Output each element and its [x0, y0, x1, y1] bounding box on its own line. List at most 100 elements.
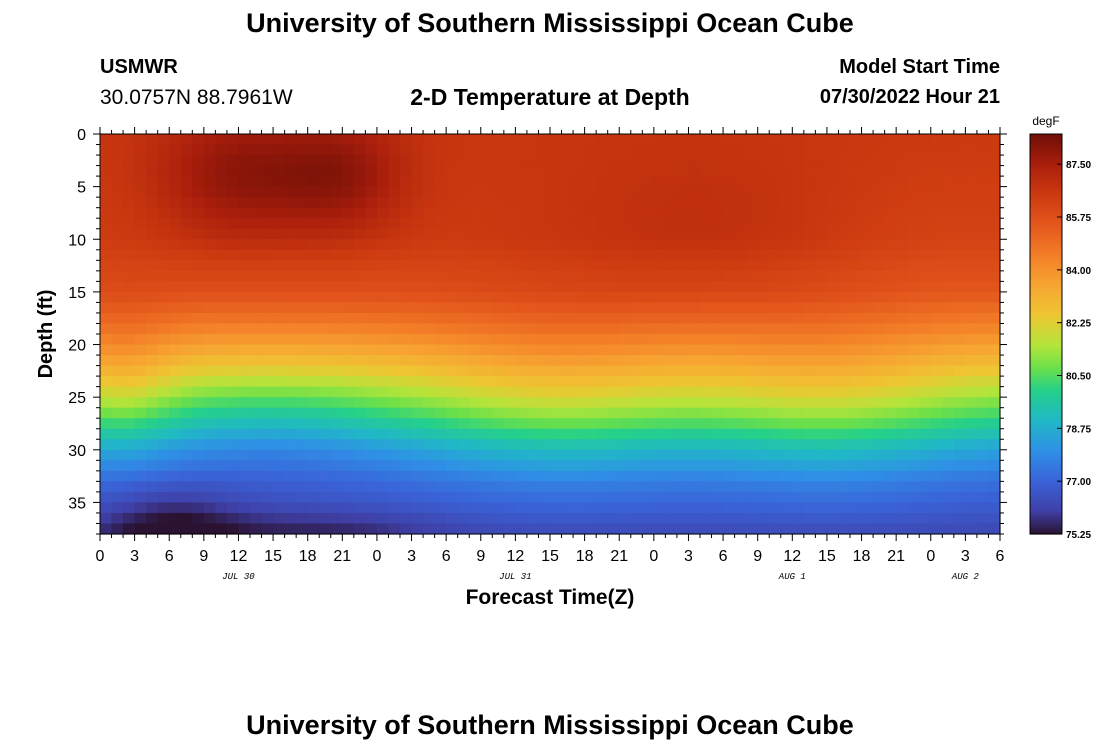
heatmap-cell: [250, 291, 263, 304]
heatmap-cell: [457, 312, 470, 325]
heatmap-cell: [111, 418, 124, 430]
heatmap-cell: [711, 355, 724, 367]
heatmap-cell: [688, 439, 701, 451]
day-label: JUL 30: [222, 572, 255, 582]
heatmap-cell: [526, 134, 540, 146]
heatmap-cell: [919, 281, 932, 293]
heatmap-cell: [873, 134, 886, 146]
heatmap-cell: [619, 365, 632, 377]
heatmap-cell: [711, 397, 724, 409]
heatmap-cell: [711, 512, 724, 525]
heatmap-cell: [503, 449, 516, 461]
heatmap-cell: [723, 239, 736, 251]
heatmap-cell: [192, 439, 205, 451]
heatmap-cell: [469, 270, 482, 282]
heatmap-cell: [296, 260, 309, 272]
heatmap-cell: [873, 249, 886, 261]
heatmap-cell: [238, 428, 251, 440]
heatmap-cell: [734, 449, 747, 461]
heatmap-cell: [503, 302, 516, 314]
colorbar-segment: [1030, 246, 1062, 249]
heatmap-cell: [400, 397, 413, 409]
heatmap-cell: [550, 186, 563, 198]
heatmap-cell: [180, 418, 193, 430]
heatmap-cell: [803, 323, 816, 335]
heatmap-cell: [873, 397, 886, 409]
heatmap-cell: [884, 270, 897, 282]
heatmap-cell: [550, 291, 563, 304]
heatmap-cell: [607, 439, 620, 451]
heatmap-cell: [123, 460, 136, 472]
heatmap-cell: [584, 155, 597, 167]
heatmap-cell: [273, 470, 286, 482]
heatmap-cell: [411, 134, 424, 146]
colorbar-segment: [1030, 390, 1062, 393]
colorbar-segment: [1030, 532, 1062, 535]
heatmap-cell: [123, 470, 136, 482]
heatmap-cell: [907, 270, 920, 282]
heatmap-cell: [630, 291, 643, 304]
heatmap-cell: [803, 386, 816, 398]
heatmap-cell: [942, 249, 955, 261]
heatmap-cell: [526, 523, 540, 535]
colorbar-segment: [1030, 496, 1062, 499]
heatmap-cell: [261, 502, 274, 514]
heatmap-cell: [850, 355, 863, 367]
heatmap-cell: [826, 134, 840, 146]
heatmap-cell: [850, 165, 863, 177]
heatmap-cell: [307, 523, 320, 535]
heatmap-cell: [538, 302, 551, 314]
heatmap-cell: [930, 397, 943, 409]
heatmap-cell: [203, 165, 216, 177]
heatmap-cell: [365, 334, 378, 346]
heatmap-cell: [215, 376, 228, 388]
heatmap-cell: [700, 207, 713, 219]
heatmap-cell: [330, 355, 343, 367]
heatmap-cell: [146, 249, 159, 261]
heatmap-cell: [907, 197, 920, 209]
heatmap-cell: [700, 155, 713, 167]
heatmap-cell: [596, 481, 609, 493]
heatmap-cell: [965, 144, 978, 156]
heatmap-cell: [734, 228, 747, 240]
heatmap-cell: [607, 155, 620, 167]
heatmap-cell: [134, 176, 147, 188]
colorbar-segment: [1030, 206, 1062, 209]
heatmap-cell: [584, 186, 597, 198]
x-tick-label: 21: [333, 548, 351, 565]
heatmap-cell: [711, 376, 724, 388]
heatmap-cell: [803, 418, 816, 430]
heatmap-cell: [284, 249, 297, 261]
heatmap-cell: [400, 355, 413, 367]
heatmap-cell: [769, 376, 782, 388]
heatmap-cell: [100, 365, 113, 377]
heatmap-cell: [550, 134, 563, 146]
heatmap-cell: [411, 365, 424, 377]
heatmap-cell: [826, 449, 840, 461]
heatmap-cell: [157, 407, 170, 419]
heatmap-cell: [146, 291, 159, 304]
heatmap-cell: [307, 428, 320, 440]
heatmap-cell: [550, 449, 563, 461]
colorbar-segment: [1030, 510, 1062, 513]
heatmap-cell: [503, 176, 516, 188]
heatmap-cell: [838, 218, 851, 230]
heatmap-cell: [665, 186, 678, 198]
heatmap-cell: [123, 502, 136, 514]
heatmap-cell: [123, 155, 136, 167]
heatmap-cell: [146, 134, 159, 146]
heatmap-cell: [734, 512, 747, 525]
heatmap-cell: [203, 186, 216, 198]
heatmap-cell: [480, 460, 493, 472]
heatmap-cell: [134, 186, 147, 198]
heatmap-cell: [723, 155, 736, 167]
heatmap-cell: [607, 502, 620, 514]
heatmap-cell: [838, 270, 851, 282]
heatmap-cell: [238, 134, 251, 146]
heatmap-cell: [561, 228, 574, 240]
heatmap-cell: [526, 144, 540, 156]
heatmap-cell: [434, 260, 447, 272]
heatmap-cell: [838, 323, 851, 335]
heatmap-cell: [469, 365, 482, 377]
heatmap-cell: [319, 386, 332, 398]
